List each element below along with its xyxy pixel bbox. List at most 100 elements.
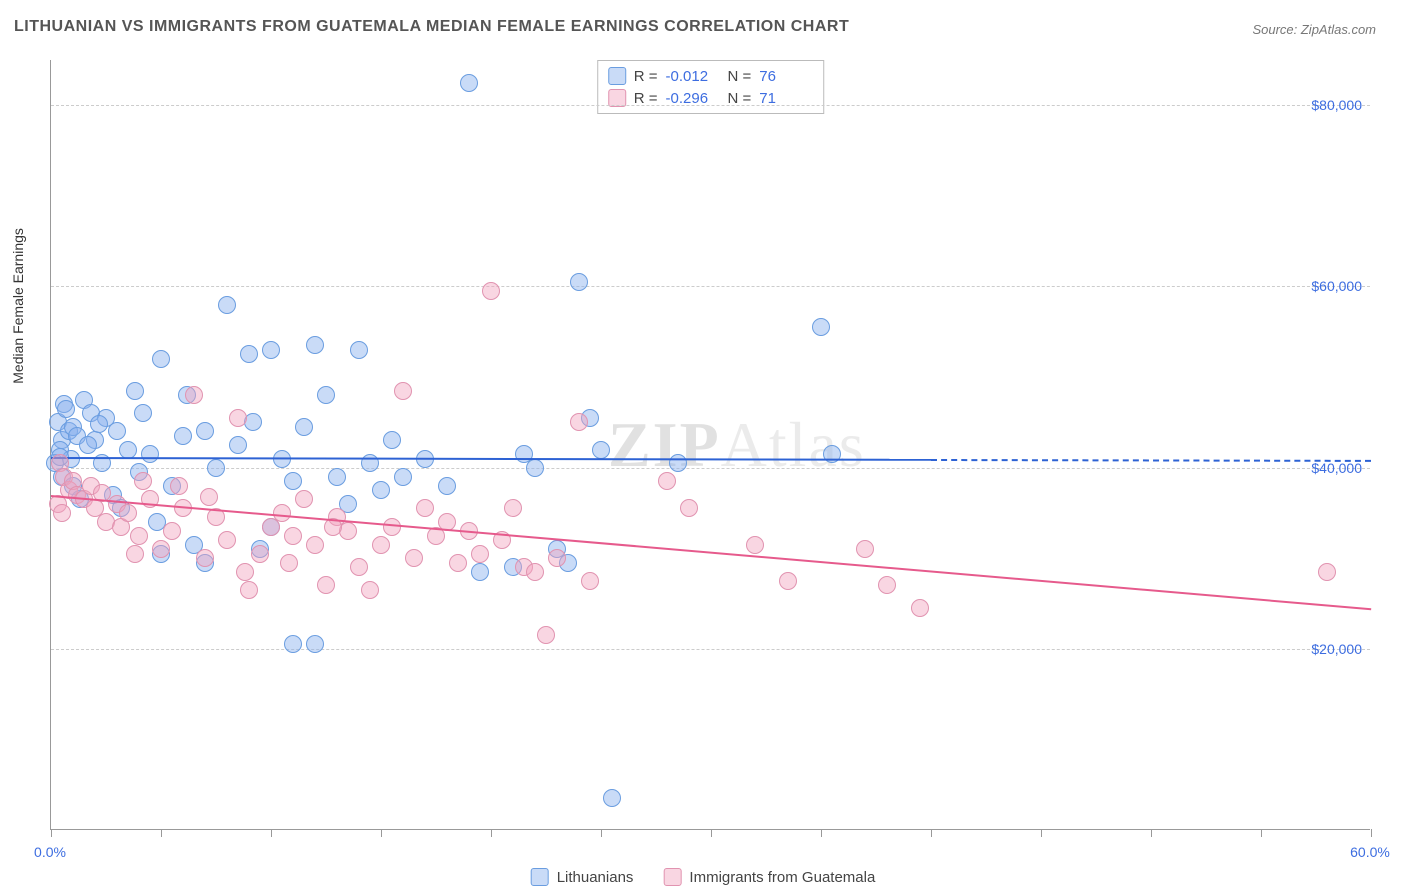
trend-line-dashed [931,459,1371,462]
scatter-point [170,477,188,495]
x-tick [51,829,52,837]
watermark-light: Atlas [721,409,866,480]
scatter-point [350,341,368,359]
watermark-bold: ZIP [608,409,721,480]
x-tick [601,829,602,837]
scatter-point [570,273,588,291]
scatter-point [449,554,467,572]
chart-container: LITHUANIAN VS IMMIGRANTS FROM GUATEMALA … [0,0,1406,892]
gridline-h [51,468,1370,469]
scatter-point [236,563,254,581]
stat-label-r: R = [634,90,658,107]
scatter-point [126,382,144,400]
scatter-point [207,459,225,477]
scatter-point [185,386,203,404]
scatter-point [394,382,412,400]
scatter-point [471,545,489,563]
scatter-point [592,441,610,459]
scatter-point [779,572,797,590]
x-tick [161,829,162,837]
scatter-point [244,413,262,431]
scatter-point [163,522,181,540]
scatter-point [482,282,500,300]
x-tick [381,829,382,837]
scatter-point [306,536,324,554]
scatter-point [141,445,159,463]
scatter-point [280,554,298,572]
scatter-point [196,422,214,440]
scatter-point [295,418,313,436]
y-tick-label: $20,000 [1311,641,1362,657]
x-tick [1261,829,1262,837]
scatter-point [200,488,218,506]
scatter-point [317,386,335,404]
y-axis-title: Median Female Earnings [10,228,26,384]
x-tick [931,829,932,837]
x-tick [821,829,822,837]
scatter-point [460,74,478,92]
scatter-point [108,422,126,440]
scatter-point [79,436,97,454]
gridline-h [51,105,1370,106]
scatter-point [174,427,192,445]
legend-label: Lithuanians [557,869,634,886]
scatter-point [669,454,687,472]
scatter-point [317,576,335,594]
scatter-point [229,436,247,454]
scatter-point [152,350,170,368]
scatter-point [328,468,346,486]
scatter-point [240,581,258,599]
scatter-point [603,789,621,807]
stat-label-n: N = [728,68,752,85]
scatter-point [372,481,390,499]
scatter-point [306,336,324,354]
stat-value-n: 71 [759,90,813,107]
scatter-point [504,499,522,517]
scatter-point [911,599,929,617]
scatter-point [126,545,144,563]
chart-title: LITHUANIAN VS IMMIGRANTS FROM GUATEMALA … [14,18,849,36]
scatter-point [856,540,874,558]
scatter-point [53,504,71,522]
x-tick [711,829,712,837]
scatter-point [878,576,896,594]
legend-swatch [531,868,549,886]
x-tick [271,829,272,837]
stat-value-n: 76 [759,68,813,85]
source-label: Source: ZipAtlas.com [1252,22,1376,37]
scatter-point [680,499,698,517]
scatter-point [372,536,390,554]
watermark: ZIPAtlas [608,408,866,482]
scatter-point [746,536,764,554]
scatter-point [284,527,302,545]
scatter-point [273,504,291,522]
scatter-point [394,468,412,486]
scatter-point [130,527,148,545]
scatter-point [218,531,236,549]
scatter-point [526,459,544,477]
y-tick-label: $40,000 [1311,460,1362,476]
scatter-point [306,635,324,653]
scatter-point [229,409,247,427]
legend-item: Lithuanians [531,868,634,886]
scatter-point [405,549,423,567]
scatter-point [295,490,313,508]
legend-swatch [663,868,681,886]
scatter-point [134,472,152,490]
scatter-point [548,549,566,567]
scatter-point [471,563,489,581]
y-tick-label: $80,000 [1311,97,1362,113]
gridline-h [51,286,1370,287]
x-tick [491,829,492,837]
scatter-point [537,626,555,644]
scatter-point [240,345,258,363]
scatter-point [284,635,302,653]
stat-value-r: -0.012 [666,68,720,85]
x-tick-label: 0.0% [34,844,66,860]
x-tick-label: 60.0% [1350,844,1390,860]
scatter-point [339,522,357,540]
scatter-point [361,581,379,599]
scatter-point [90,415,108,433]
scatter-point [526,563,544,581]
scatter-point [57,400,75,418]
